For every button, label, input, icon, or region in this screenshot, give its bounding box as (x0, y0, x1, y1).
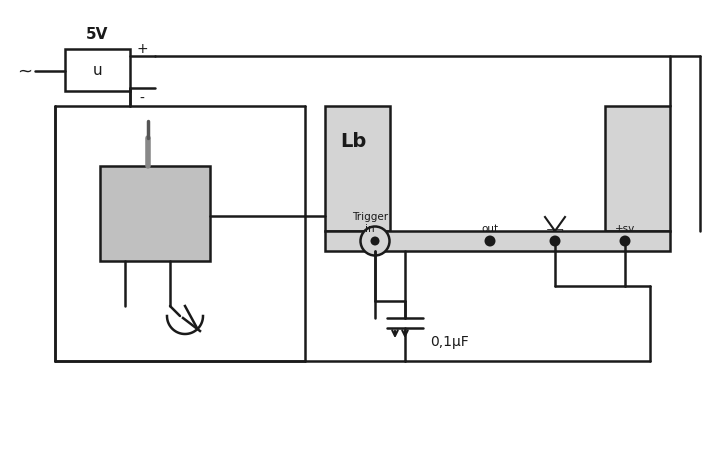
Bar (65, 50, 130, 92)
Circle shape (361, 227, 390, 256)
Circle shape (620, 236, 630, 247)
Text: 5V: 5V (86, 28, 108, 42)
Text: 0,1μF: 0,1μF (430, 334, 469, 348)
Bar (100, 167, 210, 261)
Text: ~: ~ (17, 63, 33, 81)
Text: u: u (93, 63, 103, 78)
Text: +: + (136, 42, 147, 56)
Text: +sv: +sv (615, 224, 635, 234)
Bar (605, 107, 670, 231)
Text: -: - (140, 92, 145, 106)
Bar (325, 231, 670, 251)
Text: out: out (482, 224, 499, 234)
Text: Trigger
in: Trigger in (352, 212, 388, 234)
Circle shape (484, 236, 495, 247)
Circle shape (549, 236, 560, 247)
Text: $\neg\neg$: $\neg\neg$ (545, 224, 565, 234)
Text: Lb: Lb (340, 132, 367, 151)
Bar (325, 107, 390, 231)
Circle shape (370, 237, 380, 246)
